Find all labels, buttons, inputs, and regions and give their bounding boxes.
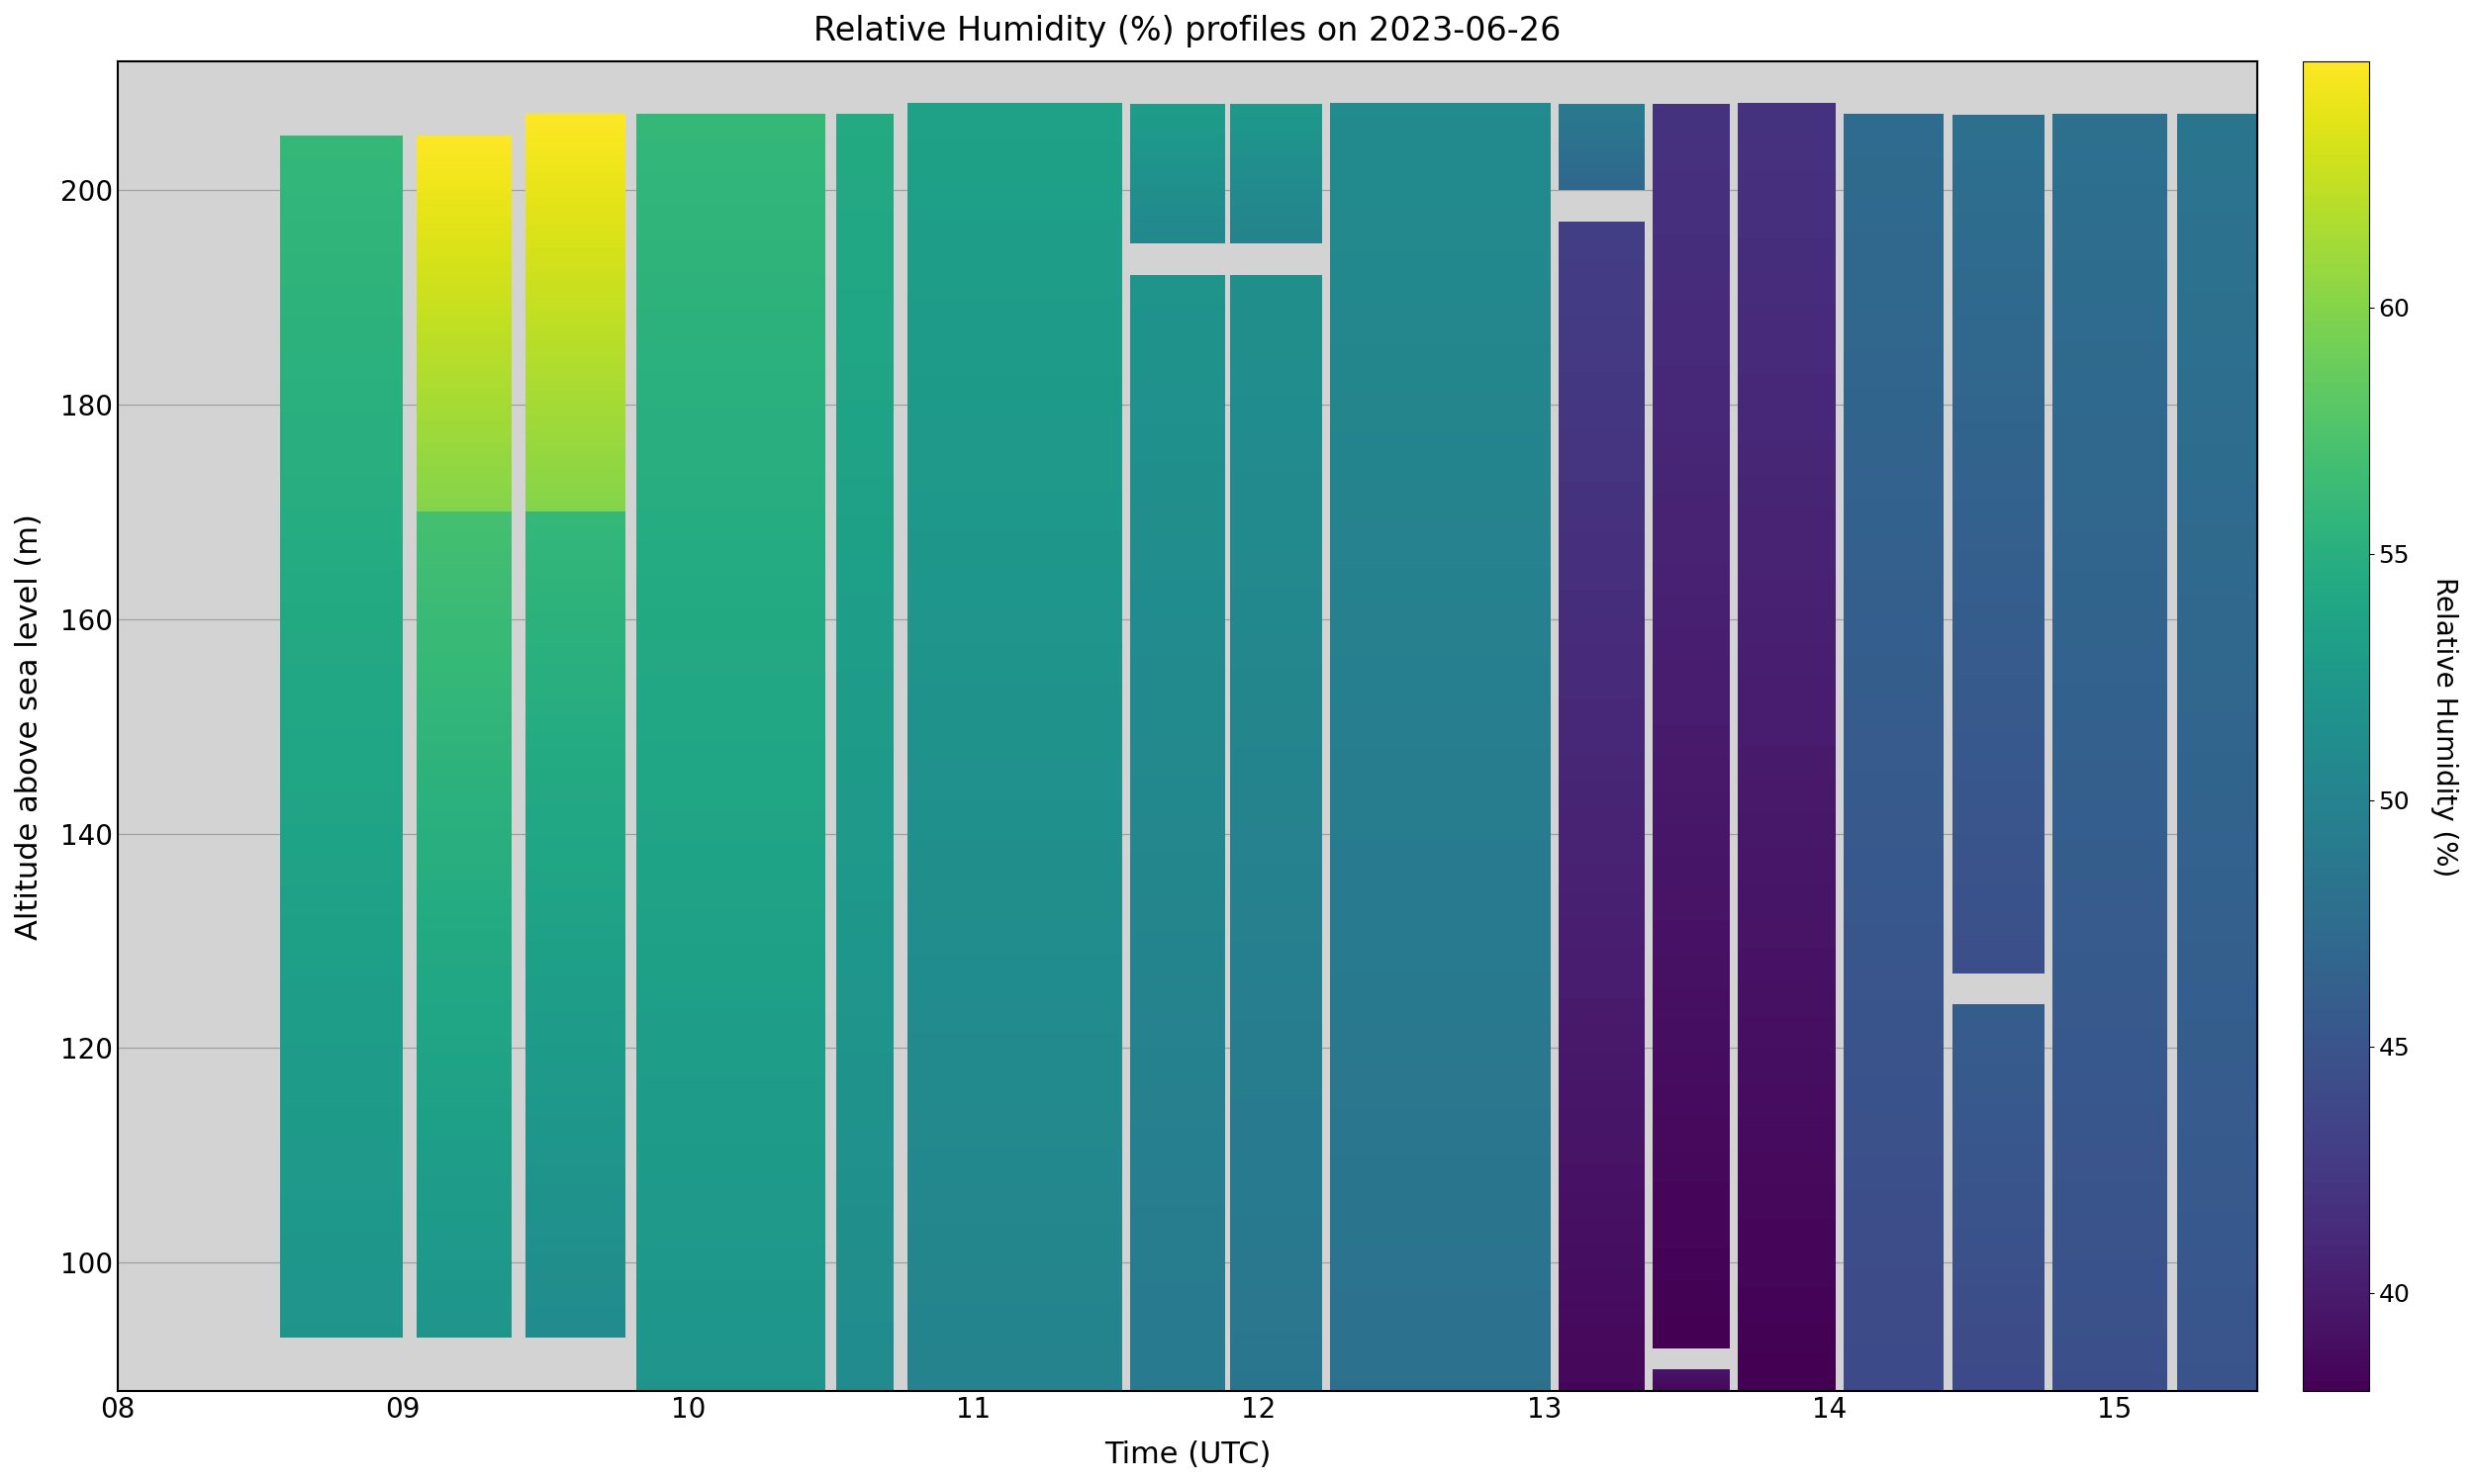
X-axis label: Time (UTC): Time (UTC) [1103,1441,1272,1469]
Title: Relative Humidity (%) profiles on 2023-06-26: Relative Humidity (%) profiles on 2023-0… [814,15,1561,47]
Y-axis label: Altitude above sea level (m): Altitude above sea level (m) [15,513,45,939]
Y-axis label: Relative Humidity (%): Relative Humidity (%) [2432,576,2459,877]
